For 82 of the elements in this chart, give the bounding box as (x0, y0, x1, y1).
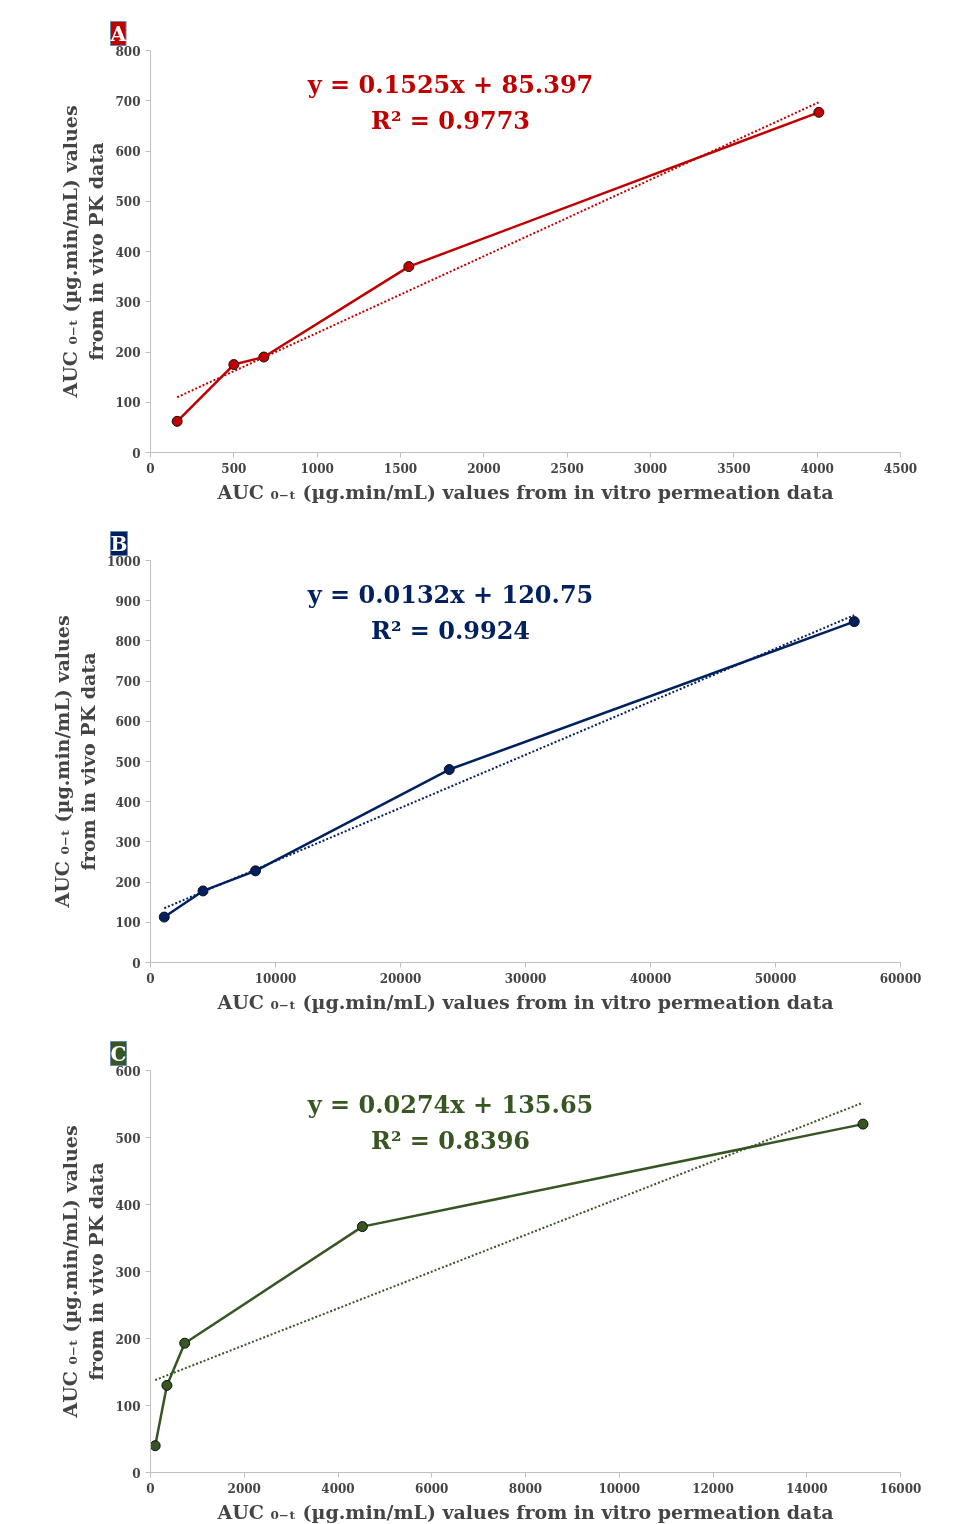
point (443, 764, 455, 776)
point (813, 106, 825, 118)
point (228, 359, 240, 371)
y-tick-label: 400 (115, 245, 141, 260)
y-tick-label: 1000 (107, 554, 141, 569)
x-tick-label: 40000 (629, 971, 672, 986)
x-tick-label: 10000 (254, 971, 297, 986)
x-tick-label: 12000 (692, 1481, 734, 1496)
y-tick-label: 900 (115, 594, 141, 609)
x-tick-label: 8000 (508, 1481, 543, 1496)
x-tick-label: 0 (146, 971, 155, 986)
y-tick-label: 0 (132, 1466, 141, 1481)
y-tick-label: 100 (115, 916, 141, 931)
x-tick-label: 30000 (504, 971, 547, 986)
y-tick-label: 200 (115, 876, 141, 891)
x-tick-label: 4000 (321, 1481, 355, 1496)
point (356, 1221, 368, 1233)
annotation: y = 0.0274x + 135.65 (306, 1089, 594, 1119)
point (403, 261, 415, 273)
point (150, 1440, 161, 1452)
y-tick-label: 300 (115, 295, 141, 310)
y-tick-label: 0 (132, 956, 141, 971)
y-tick-label: 600 (115, 145, 141, 159)
x-tick-label: 0 (146, 461, 155, 476)
point (197, 885, 209, 897)
x-axis-title: AUC ₀₋ₜ (µg.min/mL) values from in vitro permeation data (216, 1500, 834, 1523)
y-tick-label: 300 (115, 835, 141, 850)
y-tick-label: 0 (132, 446, 141, 461)
y-tick-label: 400 (115, 1198, 141, 1213)
y-tick-label: 200 (115, 1332, 141, 1347)
x-tick-label: 1000 (300, 461, 334, 476)
point (158, 911, 170, 923)
x-tick-label: 14000 (785, 1481, 828, 1496)
x-axis-title: AUC ₀₋ₜ (µg.min/mL) values from in vitro permeation data (216, 990, 834, 1013)
point (857, 1118, 869, 1130)
chart-title: C (110, 1041, 127, 1066)
x-tick-label: 3000 (633, 461, 668, 476)
point (848, 616, 860, 628)
x-tick-label: 1500 (383, 461, 418, 476)
annotation: R² = 0.9924 (370, 615, 531, 645)
y-tick-label: 500 (115, 1131, 141, 1146)
point (161, 1379, 173, 1391)
x-tick-label: 10000 (598, 1481, 641, 1496)
y-tick-label: 700 (115, 675, 141, 690)
y-tick-label: 600 (115, 1064, 141, 1079)
annotation: R² = 0.9773 (370, 105, 531, 135)
y-tick-label: 800 (115, 44, 141, 59)
x-tick-label: 20000 (379, 971, 422, 986)
x-tick-label: 16000 (879, 1481, 922, 1496)
y-tick-label: 600 (115, 715, 141, 730)
annotation: y = 0.0132x + 120.75 (306, 579, 594, 609)
x-tick-label: 50000 (754, 971, 797, 986)
chart-title: B (110, 531, 128, 556)
y-axis-title: AUC ₀₋ₜ (µg.min/mL) values from in vivo PK data (59, 1125, 108, 1419)
y-tick-label: 300 (115, 1265, 141, 1280)
x-tick-label: 4500 (883, 461, 918, 476)
y-tick-label: 200 (115, 346, 141, 360)
point (258, 351, 270, 363)
x-tick-label: 4000 (800, 461, 834, 476)
x-tick-label: 0 (146, 1481, 155, 1496)
y-tick-label: 500 (115, 195, 141, 210)
y-axis-title: AUC ₀₋ₜ (µg.min/mL) values from in vivo PK data (50, 615, 100, 909)
x-tick-label: 2000 (227, 1481, 261, 1496)
annotation: R² = 0.8396 (370, 1125, 531, 1155)
x-tick-label: 60000 (879, 971, 922, 986)
y-tick-label: 700 (115, 94, 141, 109)
point (171, 415, 183, 427)
x-axis-title: AUC ₀₋ₜ (µg.min/mL) values from in vitro permeation data (216, 480, 834, 503)
x-tick-label: 500 (221, 461, 247, 476)
y-tick-label: 500 (115, 755, 141, 770)
point (250, 865, 261, 877)
point (179, 1337, 191, 1349)
y-tick-label: 400 (115, 795, 141, 810)
x-tick-label: 2500 (550, 461, 584, 476)
x-tick-label: 2000 (467, 461, 501, 476)
x-tick-label: 6000 (415, 1481, 449, 1496)
y-tick-label: 100 (115, 1399, 141, 1414)
y-axis-title: AUC ₀₋ₜ (µg.min/mL) values from in vivo PK data (59, 105, 108, 399)
annotation: y = 0.1525x + 85.397 (306, 69, 594, 99)
y-tick-label: 800 (115, 634, 141, 649)
x-tick-label: 3500 (717, 461, 751, 476)
y-tick-label: 100 (115, 396, 141, 411)
